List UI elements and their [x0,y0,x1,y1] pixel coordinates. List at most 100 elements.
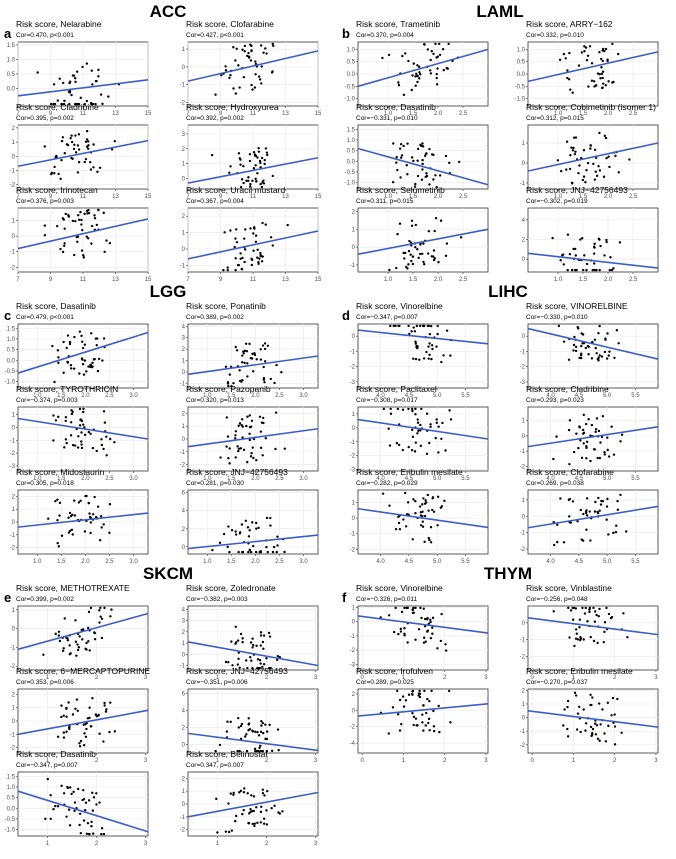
point-f3-3 [412,723,415,727]
point-b2-22 [567,78,571,81]
point-d4-37 [597,429,601,433]
point-a2-33 [247,51,250,55]
point-d6-1 [576,520,579,523]
point-a6-14 [235,228,238,231]
trend-line-d4 [527,426,659,448]
xtick-label-c3-2: 2.0 [81,476,90,482]
xtick-label-a4-4: 15 [315,194,322,200]
point-c5-28 [73,514,77,517]
point-f3-37 [449,721,452,724]
xtick-label-b1-3: 2.5 [459,111,468,117]
point-f4-8 [589,725,593,729]
point-f1-17 [444,643,447,646]
point-a1-14 [67,90,71,93]
point-e1-5 [62,647,65,650]
point-d6-13 [616,499,619,503]
point-a3-5 [70,140,74,144]
section-letter-e: e [4,590,11,605]
xtick-label-b6-0: 1.0 [554,277,563,283]
point-c2-47 [227,384,230,388]
point-d2-34 [574,349,578,353]
point-e6-5 [253,824,256,828]
point-a6-35 [244,248,247,251]
trend-line-d3 [357,418,489,440]
point-e1-30 [99,615,102,618]
point-c1-16 [91,365,94,368]
point-b1-36 [442,68,445,72]
point-d1-46 [427,357,430,360]
point-e5-8 [67,808,71,811]
point-c6-29 [283,550,286,554]
ytick-label-b5-0: -1 [350,263,356,269]
point-a1-38 [81,65,84,69]
point-d4-3 [552,457,555,461]
point-b3-33 [424,152,428,155]
xtick-label-a5-0: 7 [16,277,20,283]
point-c5-40 [84,494,87,498]
point-d4-8 [585,440,589,443]
point-c2-32 [263,342,267,345]
xtick-label-e2-2: 3 [314,675,318,681]
point-f3-43 [417,692,421,695]
point-c3-5 [52,414,55,417]
point-f1-39 [394,606,397,610]
ytick-label-a3-2: 0 [12,154,16,160]
panel-stat-c1: Cor=0.479, p<0.001 [16,314,74,321]
point-b3-18 [435,185,438,189]
point-c3-12 [80,431,83,434]
point-a2-35 [271,70,274,73]
point-d2-46 [606,332,609,335]
point-e2-41 [251,666,254,670]
point-d3-21 [414,441,418,444]
point-b3-21 [421,162,424,166]
xtick-label-a1-0: 7 [16,111,20,117]
point-b5-21 [430,255,434,258]
ytick-label-d1-2: -1 [350,349,356,355]
panel-title-e1: Risk score, METHOTREXATE [16,583,130,593]
point-d5-2 [404,525,408,528]
point-e3-12 [91,697,94,700]
point-e4-13 [254,749,257,753]
point-a3-18 [76,144,80,147]
ytick-label-e2-1: 0 [182,652,186,658]
point-c5-0 [73,499,76,502]
point-e1-18 [42,653,45,656]
xtick-label-d2-0: 4.0 [546,393,555,399]
point-e4-1 [245,733,248,736]
ytick-label-a2-1: -1 [180,83,186,89]
point-f2-25 [603,630,606,634]
panel-title-d6: Risk score, Clofarabine [526,467,614,477]
xtick-label-a2-1: 9 [219,111,223,117]
point-a3-39 [70,134,73,137]
point-d5-33 [439,506,443,509]
point-a2-43 [214,93,217,96]
point-e3-21 [102,740,105,743]
point-d1-44 [425,350,428,354]
point-a4-20 [252,150,256,154]
point-d5-8 [436,495,440,498]
point-f1-19 [399,630,403,633]
point-a6-34 [261,221,264,225]
point-f2-35 [592,606,595,610]
point-a1-4 [73,77,77,80]
point-c2-43 [230,384,233,388]
point-c2-9 [261,344,265,347]
point-e3-38 [94,713,98,716]
point-c1-32 [96,337,99,340]
point-d2-19 [567,358,571,361]
ytick-label-b1-1: -0.5 [345,84,356,90]
ytick-label-e5-1: -0.5 [5,817,16,823]
point-b3-46 [432,153,435,157]
point-d1-42 [436,324,439,328]
point-c4-31 [225,416,229,419]
point-c3-14 [103,421,107,424]
panel-frame-f3 [357,688,489,754]
point-d4-45 [601,414,605,418]
point-e1-3 [87,640,90,643]
point-a2-46 [262,51,265,54]
point-f4-40 [607,724,610,728]
point-e5-36 [87,799,91,802]
ytick-label-d5-3: 1 [352,500,356,506]
point-b4-19 [628,158,631,161]
